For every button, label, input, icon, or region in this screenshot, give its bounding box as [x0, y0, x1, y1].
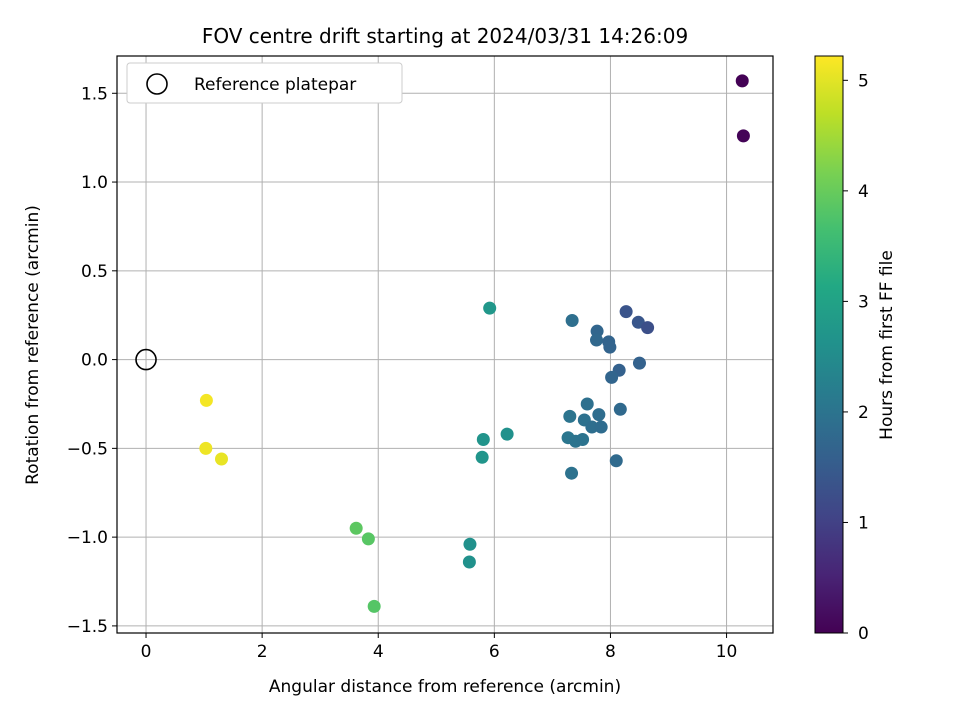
x-axis-label: Angular distance from reference (arcmin) [269, 677, 621, 697]
colorbar-gradient [814, 55, 844, 634]
data-point [736, 129, 750, 143]
data-point [609, 454, 623, 468]
colorbar-tick-label: 0 [858, 624, 869, 644]
y-tick-label: 0.0 [81, 351, 108, 371]
data-point [476, 432, 490, 446]
data-point [735, 74, 749, 88]
x-tick-label: 0 [141, 642, 152, 662]
data-point [576, 432, 590, 446]
data-point [199, 393, 213, 407]
data-point [199, 441, 213, 455]
x-tick-label: 8 [605, 642, 616, 662]
data-point [361, 532, 375, 546]
y-axis: −1.5 −1.0 −0.5 0.0 0.5 1.0 1.5 [67, 84, 117, 637]
data-point [483, 301, 497, 315]
y-tick-label: −0.5 [67, 439, 108, 459]
colorbar-tick-label: 5 [858, 71, 869, 91]
x-tick-label: 10 [716, 642, 738, 662]
data-point [592, 408, 606, 422]
data-point [590, 333, 604, 347]
colorbar-label: Hours from first FF file [877, 250, 897, 440]
data-point [565, 466, 579, 480]
data-point [613, 402, 627, 416]
legend-marker-reference [146, 73, 168, 95]
colorbar-tick-label: 4 [858, 182, 869, 202]
y-tick-label: 1.0 [81, 173, 108, 193]
data-point [462, 555, 476, 569]
data-point [349, 521, 363, 535]
data-point [605, 370, 619, 384]
data-points [199, 74, 750, 613]
colorbar-tick-label: 1 [858, 513, 869, 533]
y-tick-label: 0.5 [81, 262, 108, 282]
colorbar-ticks: 0 1 2 3 4 5 [843, 71, 869, 644]
data-point [463, 537, 477, 551]
data-point [632, 356, 646, 370]
legend-box [126, 62, 403, 104]
legend: Reference platepar [126, 62, 403, 104]
colorbar: 0 1 2 3 4 5 Hours from first FF file [814, 55, 897, 644]
chart-title: FOV centre drift starting at 2024/03/31 … [202, 24, 688, 48]
data-point [565, 314, 579, 328]
plot-frame [117, 56, 773, 633]
y-tick-label: −1.0 [67, 528, 108, 548]
data-point [585, 420, 599, 434]
colorbar-tick-label: 3 [858, 292, 869, 312]
data-point [603, 340, 617, 354]
data-point [563, 409, 577, 423]
x-tick-label: 6 [489, 642, 500, 662]
colorbar-tick-label: 2 [858, 403, 869, 423]
data-point [475, 450, 489, 464]
y-tick-label: −1.5 [67, 617, 108, 637]
data-point [594, 420, 608, 434]
plot-area [116, 55, 774, 634]
data-point [367, 599, 381, 613]
x-tick-label: 4 [373, 642, 384, 662]
data-point [619, 305, 633, 319]
data-point [580, 397, 594, 411]
y-axis-label: Rotation from reference (arcmin) [23, 205, 43, 485]
plot-border [116, 55, 774, 634]
data-point [500, 427, 514, 441]
reference-platepar-marker [135, 348, 157, 371]
legend-label-reference: Reference platepar [194, 75, 356, 95]
data-point [214, 452, 228, 466]
x-tick-label: 2 [257, 642, 268, 662]
x-axis: 0 2 4 6 8 10 [141, 633, 738, 662]
data-point [641, 321, 655, 335]
y-tick-label: 1.5 [81, 84, 108, 104]
